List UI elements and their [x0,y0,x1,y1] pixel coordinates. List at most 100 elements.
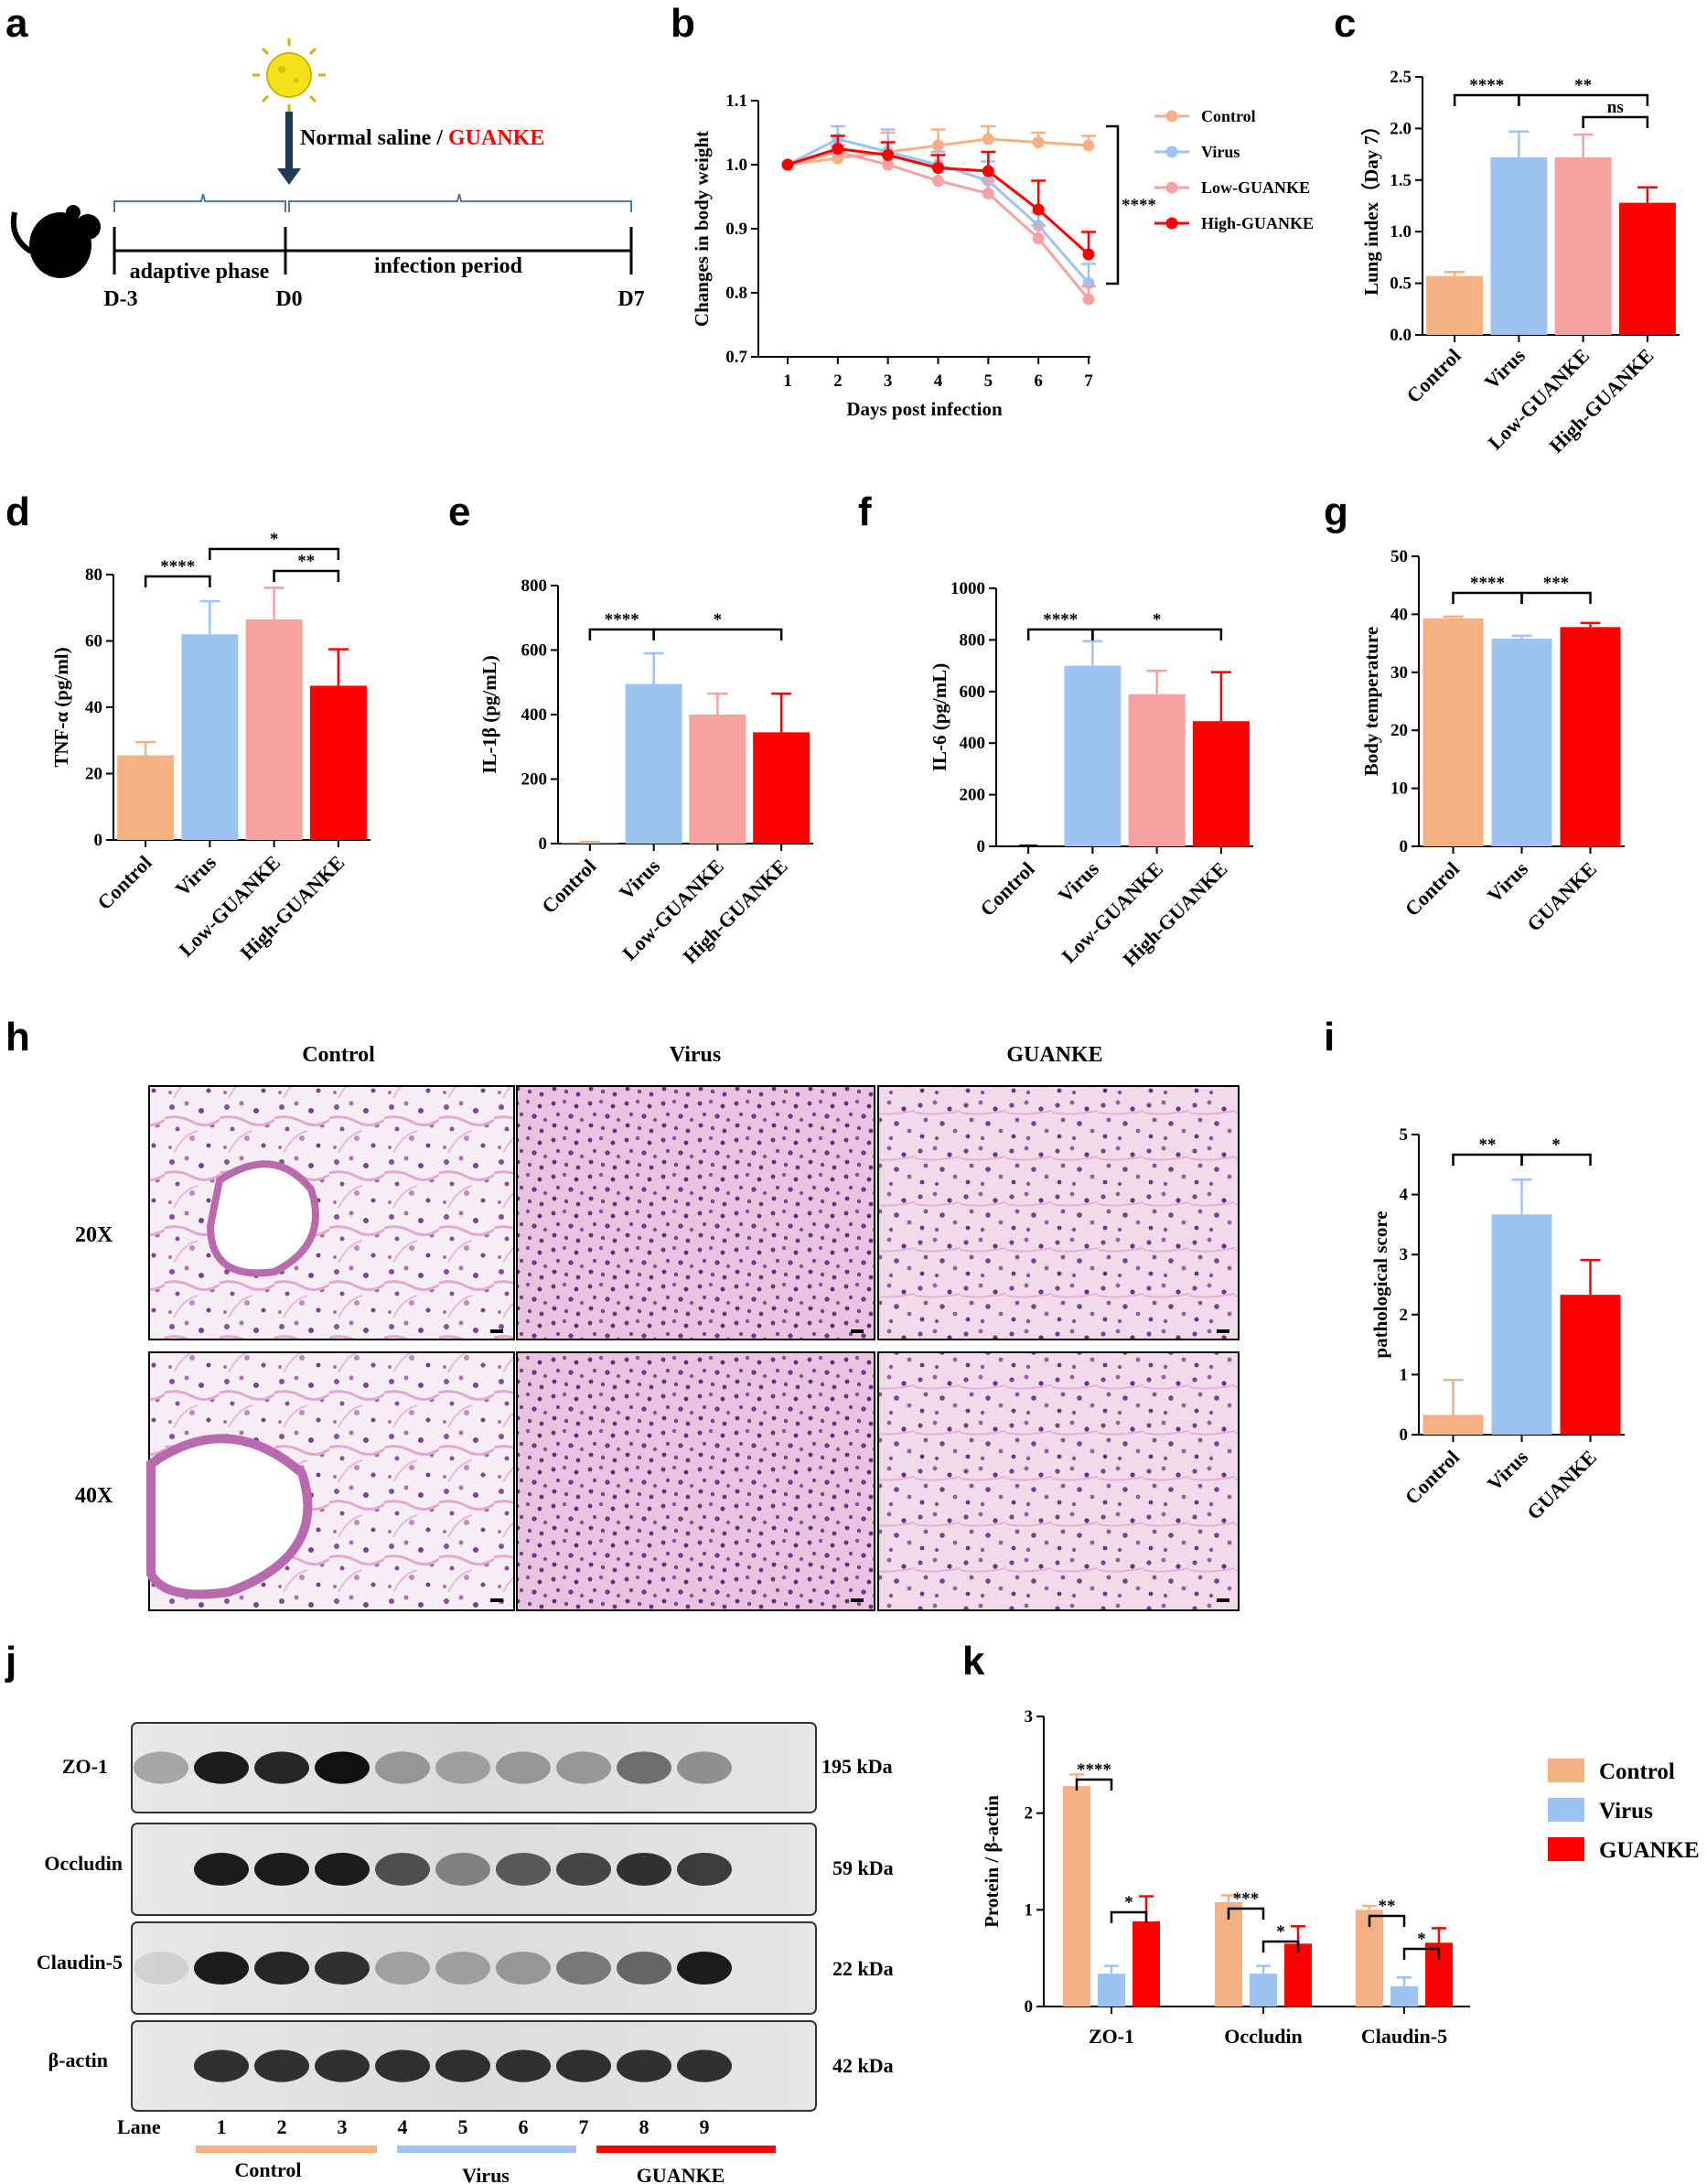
blot-band [496,1853,551,1886]
blot-band [435,2050,490,2082]
x-tick-label: GUANKE [1522,1446,1601,1524]
x-tick-label: Virus [171,851,221,901]
data-point [932,139,944,152]
y-tick-label: 2.5 [1390,68,1412,87]
y-tick-label: 2 [1025,1804,1034,1824]
band-label-claudin5: Claudin-5 [37,1951,123,1974]
x-tick-label: 2 [833,371,843,391]
bar-control [1426,275,1484,335]
bar-control [561,843,618,844]
y-tick-label: 0 [1400,837,1409,856]
x-tick-label: Control [1401,344,1465,407]
blot-strip [131,1921,817,2015]
y-tick-label: 0.5 [1390,274,1412,294]
group-bar-guanke [596,2146,776,2153]
y-tick-label: 400 [960,734,986,753]
day-d-3: D-3 [103,287,137,311]
significance-label: **** [1469,76,1504,95]
bar-high-guanke [753,732,811,844]
blot-band [617,1751,671,1784]
y-tick-label: 1 [1400,1365,1409,1384]
lane-numbers: 1 2 3 4 5 6 7 8 9 [217,2115,710,2138]
bar-low-guanke [689,715,746,844]
significance-bracket [1261,1940,1300,1953]
histology-guanke-20x [877,1085,1240,1340]
y-tick-label: 1.0 [1390,222,1412,242]
lane-number: 9 [700,2115,710,2138]
panel-label-i: i [1324,1015,1335,1060]
blot-band [134,1952,188,1985]
legend-label: Virus [1599,1799,1653,1824]
panel-label-e: e [448,490,470,534]
blot-band [556,1853,611,1886]
data-point [1082,139,1095,152]
significance-bracket [1110,1910,1148,1923]
legend-label: Low-GUANKE [1201,178,1310,197]
x-tick-label: GUANKE [1522,857,1601,936]
panel-label-a: a [5,1,28,46]
phase-infection: infection period [374,254,523,278]
legend-label: Virus [1201,143,1240,161]
y-axis-label: IL-1β (pg/mL) [478,655,500,774]
kda-zo1: 195 kDa [821,1755,893,1778]
panel-label-f: f [858,490,872,534]
y-tick-label: 0.7 [725,348,747,367]
panel-label-k: k [962,1639,985,1684]
chart-c: 0.0 0.5 1.0 1.5 2.0 2.5 Lung index（Day 7） Contr… [1360,68,1680,457]
data-point [982,188,994,199]
data-point [882,149,895,161]
bar-high-guanke [309,685,367,840]
blot-band [254,1853,309,1886]
virus-icon [252,38,326,112]
chart-f: 0 200 400 600 800 1000 IL-6 (pg/mL) Control Viru… [929,579,1253,971]
scalebar [1217,1329,1229,1333]
y-tick-label: 1 [1025,1900,1034,1920]
y-axis-label: pathological score [1369,1210,1391,1358]
blot-band [315,2050,370,2082]
significance-label: * [1124,1893,1133,1912]
scalebar [851,1598,864,1602]
lane-number: 8 [639,2115,650,2138]
y-tick-label: 80 [85,565,102,585]
data-point [982,133,994,145]
blot-band [194,1952,249,1985]
histology-virus-40x [516,1351,875,1611]
lane-number: 4 [398,2115,408,2138]
y-tick-label: 1.1 [725,91,747,111]
scalebar [851,1329,864,1333]
significance-label: * [270,530,279,549]
blot-band [617,1853,671,1886]
blot-band [375,1853,430,1886]
x-axis-label: Days post infection [846,398,1003,420]
bar-virus [625,683,682,844]
group-label-guanke: GUANKE [637,2164,725,2184]
bar-high-guanke [1192,721,1250,846]
y-tick-label: 0.0 [1390,326,1412,345]
significance-bracket [1106,124,1120,285]
x-tick-label: Occludin [1224,2025,1303,2048]
lane-title: Lane [117,2115,161,2138]
y-tick-label: 3 [1025,1707,1034,1727]
histology-guanke-40x [877,1351,1240,1611]
lane-number: 6 [519,2115,529,2138]
x-tick-label: Virus [1483,857,1533,908]
blot-band [254,1952,309,1985]
significance-bracket [1520,591,1592,604]
band-label-occludin: Occludin [44,1852,123,1875]
y-tick-label: 600 [960,683,986,702]
significance-label: **** [160,557,195,576]
blot-band [194,1853,249,1886]
y-tick-label: 60 [85,632,102,651]
histology-images [146,1085,1240,1611]
band-label-actin: β-actin [48,2049,108,2071]
bar-virus [181,634,239,840]
significance-bracket [209,547,340,560]
legend-marker [1165,110,1178,123]
significance-bracket [1452,591,1523,604]
legend-label: Control [1201,107,1256,125]
blot-band [617,2050,671,2082]
y-tick-label: 0.8 [725,284,747,303]
legend-swatch [1548,1798,1584,1822]
significance-bracket [1453,93,1520,106]
y-tick-label: 0 [1400,1426,1409,1445]
